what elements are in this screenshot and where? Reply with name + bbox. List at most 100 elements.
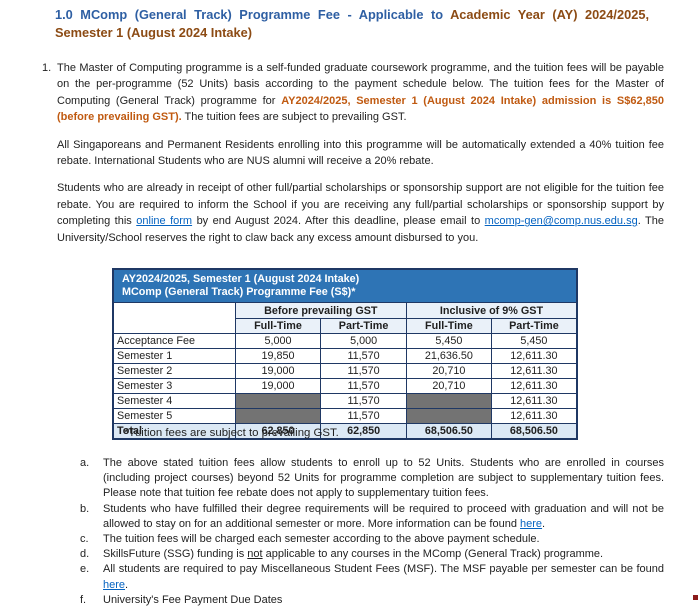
fee-value: 19,000 <box>234 378 322 394</box>
fee-value: 5,000 <box>320 333 407 349</box>
text-segment: not <box>247 548 263 561</box>
column-header: Part-Time <box>490 318 578 334</box>
fee-value: 62,850 <box>234 423 322 440</box>
hyperlink[interactable]: here <box>103 578 126 591</box>
table-row-acceptance-fee: Acceptance Fee 5,000 5,000 5,450 5,450 <box>112 333 578 349</box>
table-banner-line1: AY2024/2025, Semester 1 (August 2024 Int… <box>122 273 360 285</box>
page-corner-mark <box>693 595 698 600</box>
note-text: The above stated tuition fees allow stud… <box>103 456 664 502</box>
note-item-e: e. All students are required to pay Misc… <box>80 562 664 592</box>
table-group-header-row: Before prevailing GST Inclusive of 9% GS… <box>112 302 578 334</box>
fee-value: 11,570 <box>320 408 407 424</box>
fee-value: 20,710 <box>405 363 492 379</box>
intro-section: 1. The Master of Computing programme is … <box>42 60 664 257</box>
row-label: Acceptance Fee <box>112 333 236 349</box>
text-segment: by end August 2024. After this deadline,… <box>192 215 485 228</box>
text-segment: The above stated tuition fees allow stud… <box>103 457 664 500</box>
text-segment: applicable to any courses in the MComp (… <box>262 548 604 561</box>
table-row-semester-2: Semester 2 19,000 11,570 20,710 12,611.3… <box>112 363 578 379</box>
fee-value: 11,570 <box>320 378 407 394</box>
fee-value: 12,611.30 <box>490 378 578 394</box>
text-segment: University's Fee Payment Due Dates <box>103 593 283 606</box>
column-header: Part-Time <box>320 318 407 334</box>
paragraph-rebate: All Singaporeans and Permanent Residents… <box>57 137 664 170</box>
note-marker: c. <box>80 533 89 546</box>
text-segment: AY2024/2025, Semester 1 (August 2024 Int… <box>57 94 664 124</box>
table-banner-row: AY2024/2025, Semester 1 (August 2024 Int… <box>112 268 578 303</box>
text-segment: The tuition fees will be charged each se… <box>103 533 540 546</box>
row-label: Semester 2 <box>112 363 236 379</box>
not-applicable-cell <box>405 393 492 409</box>
text-segment: . The University/School reserves the rig… <box>57 215 664 244</box>
text-segment: Students who have fulfilled their degree… <box>103 502 664 530</box>
fee-value: 12,611.30 <box>490 393 578 409</box>
row-label: Semester 3 <box>112 378 236 394</box>
fee-value: 19,850 <box>234 348 322 364</box>
table-banner: AY2024/2025, Semester 1 (August 2024 Int… <box>112 268 578 303</box>
note-marker: a. <box>80 457 90 469</box>
group-header-before-gst: Before prevailing GST <box>234 302 407 319</box>
hyperlink[interactable]: online form <box>136 215 193 228</box>
fee-value: 11,570 <box>320 363 407 379</box>
fee-value: 5,000 <box>234 333 322 349</box>
fee-value: 21,636.50 <box>405 348 492 364</box>
text-segment: All students are required to pay Miscell… <box>103 563 664 576</box>
text-segment: All Singaporeans and Permanent Residents… <box>57 138 664 168</box>
fee-value: 5,450 <box>490 333 578 349</box>
text-segment: Academic Year (AY) 2024/2025, Semester 1… <box>55 7 649 40</box>
not-applicable-cell <box>405 408 492 424</box>
hyperlink[interactable]: here <box>520 517 543 530</box>
note-text: University's Fee Payment Due Dates <box>103 593 664 608</box>
fee-value: 20,710 <box>405 378 492 394</box>
note-marker: d. <box>80 548 90 561</box>
table-row-semester-5: Semester 5 11,570 12,611.30 <box>112 408 578 424</box>
table-row-total: Total 62,850 62,850 68,506.50 68,506.50 <box>112 423 578 440</box>
text-segment: SkillsFuture (SSG) funding is <box>103 548 248 561</box>
note-item-d: d. SkillsFuture (SSG) funding is not app… <box>80 547 664 562</box>
hyperlink[interactable]: mcomp-gen@comp.nus.edu.sg <box>484 215 638 228</box>
fee-value: 19,000 <box>234 363 322 379</box>
text-segment: The tuition fees are subject to prevaili… <box>181 111 407 124</box>
column-header: Full-Time <box>405 318 492 334</box>
notes-list: a. The above stated tuition fees allow s… <box>80 456 664 608</box>
row-label: Semester 5 <box>112 408 236 424</box>
text-segment: 1.0 MComp (General Track) Programme Fee … <box>55 7 451 22</box>
text-segment: Students who are already in receipt of o… <box>57 182 664 228</box>
fee-value: 11,570 <box>320 348 407 364</box>
fee-value: 5,450 <box>405 333 492 349</box>
fee-value: 68,506.50 <box>405 423 492 440</box>
group-header-inclusive-gst: Inclusive of 9% GST <box>405 302 578 319</box>
row-label: Semester 1 <box>112 348 236 364</box>
intro-body: The Master of Computing programme is a s… <box>57 60 664 257</box>
not-applicable-cell <box>234 393 322 409</box>
table-row-semester-4: Semester 4 11,570 12,611.30 <box>112 393 578 409</box>
note-text: Students who have fulfilled their degree… <box>103 502 664 532</box>
fee-table: AY2024/2025, Semester 1 (August 2024 Int… <box>112 268 578 440</box>
column-header: Full-Time <box>234 318 322 334</box>
row-label: Semester 4 <box>112 393 236 409</box>
text-segment: The Master of Computing programme is a s… <box>57 62 664 107</box>
page-title: 1.0 MComp (General Track) Programme Fee … <box>55 6 649 42</box>
paragraph-scholarship: Students who are already in receipt of o… <box>57 180 664 246</box>
table-banner-line2: MComp (General Track) Programme Fee (S$)… <box>122 286 356 298</box>
row-label: Total <box>112 423 236 440</box>
note-text: All students are required to pay Miscell… <box>103 562 664 592</box>
note-text: SkillsFuture (SSG) funding is not applic… <box>103 547 664 562</box>
note-item-f: f. University's Fee Payment Due Dates <box>80 593 664 608</box>
note-marker: e. <box>80 563 90 576</box>
list-number: 1. <box>42 62 52 74</box>
note-marker: b. <box>80 502 90 515</box>
text-segment: . <box>542 517 546 530</box>
note-item-b: b. Students who have fulfilled their deg… <box>80 502 664 532</box>
note-item-c: c. The tuition fees will be charged each… <box>80 532 664 547</box>
fee-value: 12,611.30 <box>490 408 578 424</box>
fee-value: 12,611.30 <box>490 363 578 379</box>
note-text: The tuition fees will be charged each se… <box>103 532 664 547</box>
table-row-semester-3: Semester 3 19,000 11,570 20,710 12,611.3… <box>112 378 578 394</box>
fee-value: 12,611.30 <box>490 348 578 364</box>
note-marker: f. <box>80 593 87 606</box>
note-item-a: a. The above stated tuition fees allow s… <box>80 456 664 502</box>
table-footnote: *Tuition fees are subject to prevailing … <box>124 427 339 439</box>
fee-value: 68,506.50 <box>490 423 578 440</box>
